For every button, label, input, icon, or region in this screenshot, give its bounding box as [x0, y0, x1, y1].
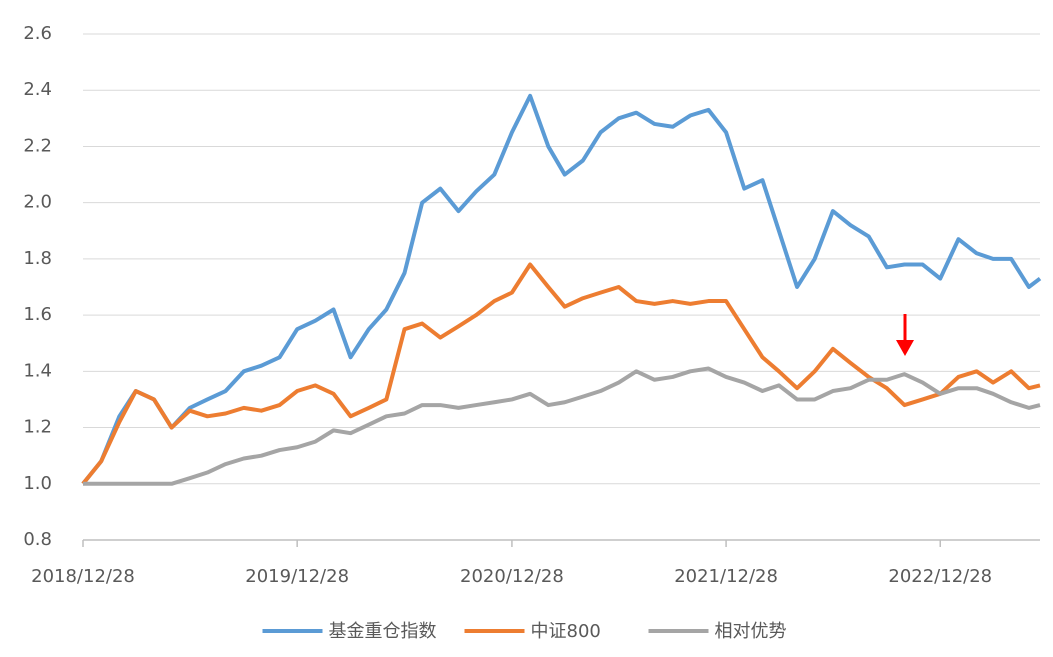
- y-tick-label: 1.4: [23, 360, 52, 381]
- y-tick-label: 2.4: [23, 79, 52, 100]
- y-tick-label: 1.6: [23, 304, 52, 325]
- series-line: [81, 93, 1042, 486]
- legend-label: 相对优势: [715, 621, 787, 642]
- y-tick-label: 0.8: [23, 529, 52, 550]
- annotation-arrow: [896, 314, 914, 356]
- y-tick-label: 1.0: [23, 473, 52, 494]
- x-tick-label: 2022/12/28: [888, 566, 992, 587]
- x-tick-label: 2021/12/28: [674, 566, 778, 587]
- plot: 0.8 1.0 1.2 1.4 1.6 1.8 2.0 2.2 2.4 2.6 2018/12/28…: [23, 23, 1042, 642]
- series-line: [81, 262, 1041, 486]
- legend-label: 基金重仓指数: [329, 621, 437, 642]
- x-tick-label: 2018/12/28: [31, 566, 135, 587]
- legend-label: 中证800: [531, 621, 601, 642]
- y-tick-label: 1.8: [23, 248, 52, 269]
- y-tick-label: 2.2: [23, 135, 52, 156]
- x-tick-label: 2019/12/28: [245, 566, 349, 587]
- arrow-head: [896, 340, 914, 356]
- y-tick-label: 1.2: [23, 417, 52, 438]
- series-line: [83, 366, 1041, 486]
- y-tick-label: 2.6: [23, 23, 52, 44]
- x-tick-label: 2020/12/28: [460, 566, 564, 587]
- y-tick-label: 2.0: [23, 192, 52, 213]
